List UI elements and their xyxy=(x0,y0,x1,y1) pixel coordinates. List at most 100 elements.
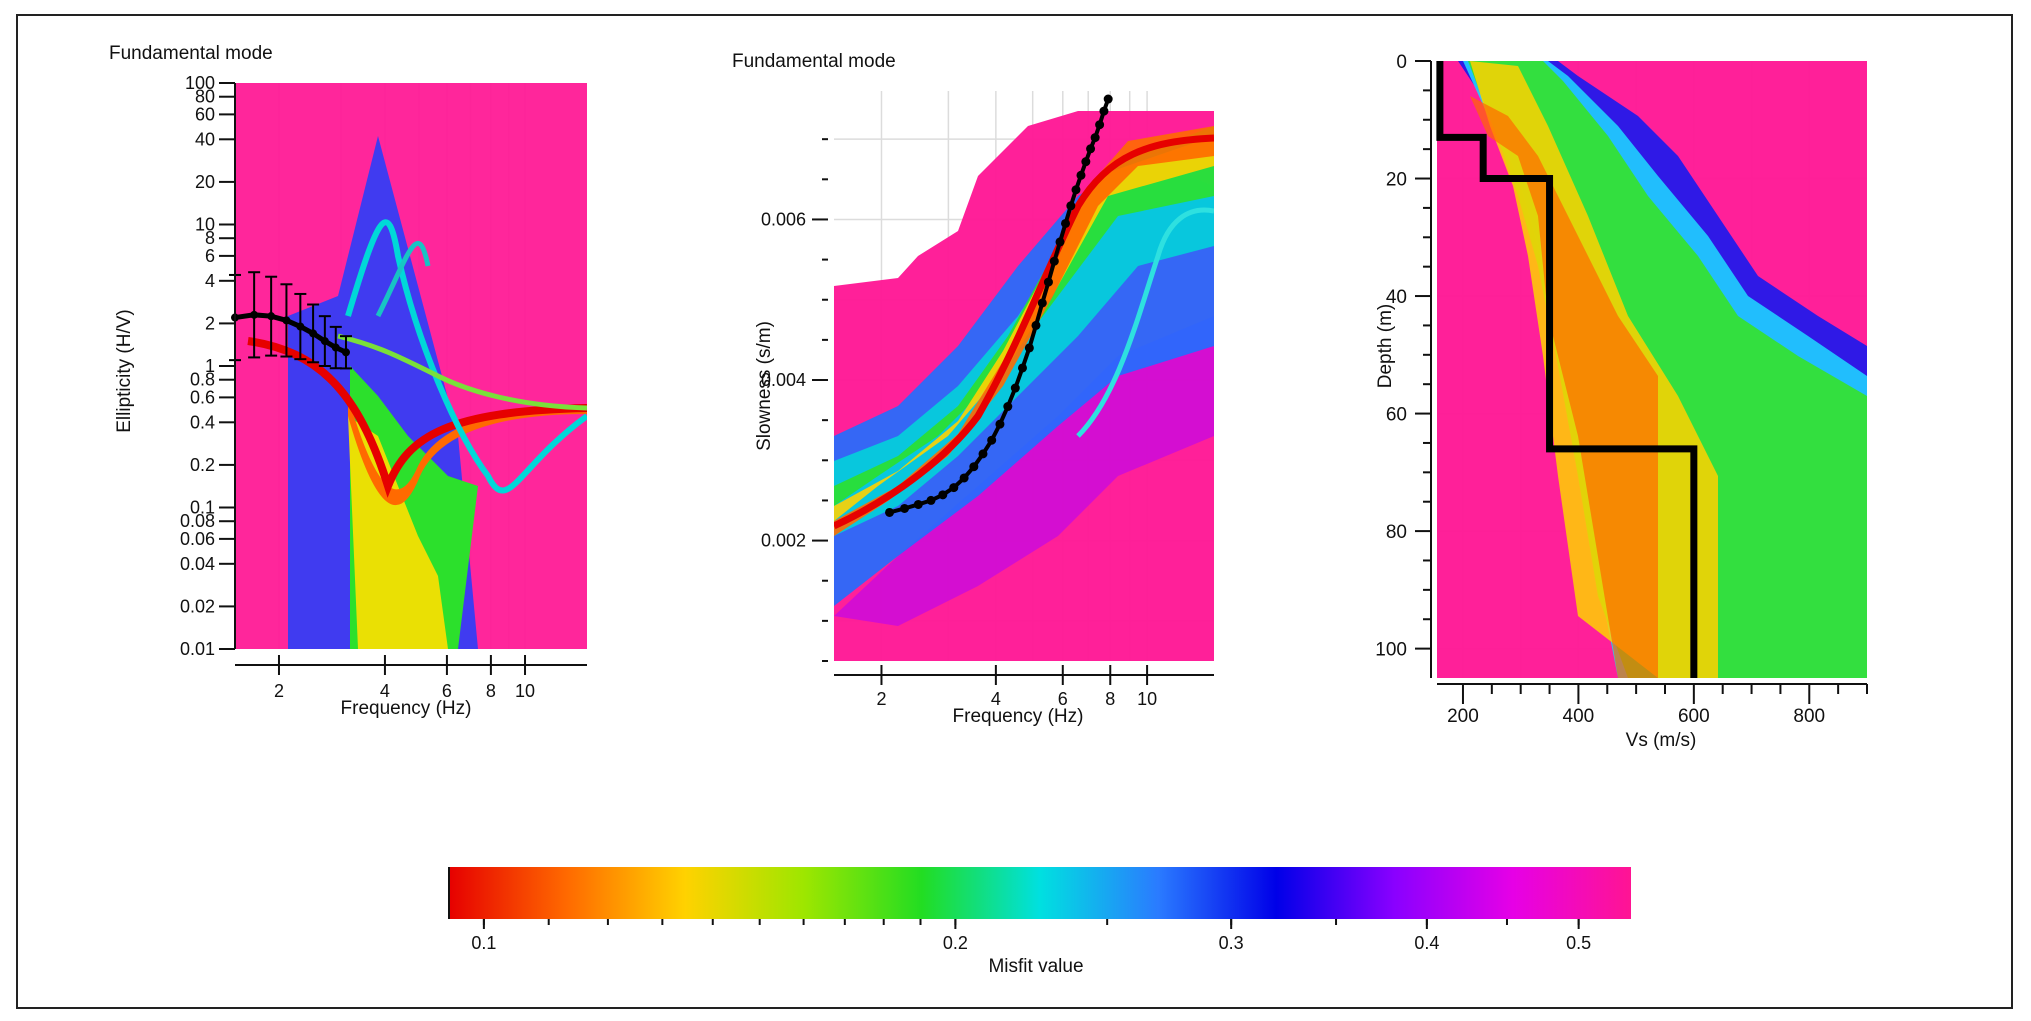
slowness-data-point xyxy=(987,435,997,445)
ellipticity-y-tick-label: 2 xyxy=(205,313,215,333)
vs-x-tick-label: 400 xyxy=(1563,706,1595,727)
slowness-data-point xyxy=(1010,383,1020,393)
slowness-data-point xyxy=(938,490,948,500)
vs-y-tick-label: 100 xyxy=(1375,640,1407,661)
slowness-data-point xyxy=(1037,298,1047,308)
slowness-data-point xyxy=(1024,343,1034,353)
ellipticity-y-tick-label: 100 xyxy=(185,73,215,93)
slowness-ylabel: Slowness (s/m) xyxy=(754,321,775,451)
ellipticity-y-tick-label: 10 xyxy=(195,215,215,235)
slowness-data-point xyxy=(885,507,895,517)
vs-xlabel: Vs (m/s) xyxy=(1626,730,1697,751)
cloud-orange xyxy=(1470,96,1658,678)
ellipticity-xlabel: Frequency (Hz) xyxy=(341,698,472,719)
slowness-data-point xyxy=(949,483,959,493)
colorbar-ticks: 0.1 0.2 0.3 0.4 0.5 xyxy=(471,919,1591,953)
slowness-data-point xyxy=(1086,144,1096,154)
slowness-y-ticks: 0.006 0.004 0.002 xyxy=(761,138,828,662)
ellipticity-x-tick-label: 2 xyxy=(274,681,284,701)
ellipticity-data-point xyxy=(296,322,305,331)
curve-cyan xyxy=(1076,207,1214,438)
vs-x-tick-label: 600 xyxy=(1678,706,1710,727)
curve-cyan xyxy=(345,219,587,494)
slowness-data-point xyxy=(1031,320,1041,330)
curve-green xyxy=(337,333,587,411)
slowness-x-tick-label: 10 xyxy=(1137,689,1157,709)
slowness-data-point xyxy=(1099,106,1109,116)
vs-y-tick-label: 80 xyxy=(1386,522,1407,543)
vs-best-profile xyxy=(1436,61,1698,678)
colorbar-tick-label: 0.4 xyxy=(1414,933,1439,953)
slowness-data-point xyxy=(1061,218,1071,228)
slowness-data-point xyxy=(1081,157,1091,167)
slowness-data-point xyxy=(1043,277,1053,287)
ellipticity-data-point xyxy=(282,316,291,325)
slowness-observed-series xyxy=(885,94,1113,517)
cloud-violet xyxy=(834,316,1214,626)
curve-red xyxy=(834,134,1214,530)
ellipticity-panel: Fundamental mode 1008060402010864210.80.… xyxy=(109,43,587,719)
ellipticity-y-tick-label: 1 xyxy=(205,356,215,376)
vs-x-tick-label: 800 xyxy=(1793,706,1825,727)
ellipticity-misfit-cloud xyxy=(235,83,587,649)
slowness-y-tick-label: 0.002 xyxy=(761,531,806,551)
ellipticity-y-tick-label: 0.8 xyxy=(190,370,215,390)
slowness-data-point xyxy=(978,449,988,459)
ellipticity-data-point xyxy=(309,329,318,338)
slowness-data-point xyxy=(1090,133,1100,143)
ellipticity-y-tick-label: 0.2 xyxy=(190,455,215,475)
ellipticity-y-tick-label: 60 xyxy=(195,104,215,124)
ellipticity-data-point xyxy=(250,310,259,319)
ellipticity-y-tick-label: 0.02 xyxy=(180,596,215,616)
ellipticity-x-tick-label: 4 xyxy=(380,681,390,701)
ellipticity-data-point xyxy=(341,348,350,357)
ellipticity-y-tick-label: 4 xyxy=(205,271,215,291)
ellipticity-x-tick-label: 10 xyxy=(515,681,535,701)
ellipticity-y-tick-label: 0.06 xyxy=(180,529,215,549)
ellipticity-y-tick-label: 6 xyxy=(205,246,215,266)
ellipticity-y-tick-label: 20 xyxy=(195,172,215,192)
ellipticity-x-tick-label: 6 xyxy=(442,681,452,701)
ellipticity-y-tick-label: 0.08 xyxy=(180,511,215,531)
ellipticity-data-point xyxy=(267,312,276,321)
colorbar-label: Misfit value xyxy=(988,956,1083,977)
slowness-data-point xyxy=(1017,363,1027,373)
slowness-data-point xyxy=(1055,237,1065,247)
slowness-data-point xyxy=(1071,185,1081,195)
slowness-data-point xyxy=(1049,256,1059,266)
figure-canvas: Fundamental mode 1008060402010864210.80.… xyxy=(109,43,1868,977)
ellipticity-title: Fundamental mode xyxy=(109,43,273,64)
misfit-colorbar: 0.1 0.2 0.3 0.4 0.5 Misfit value xyxy=(448,867,1631,977)
colorbar-tick-label: 0.5 xyxy=(1566,933,1591,953)
vs-y-ticks: 0 20 40 60 80 100 xyxy=(1375,52,1432,678)
slowness-misfit-cloud xyxy=(834,111,1214,661)
slowness-title: Fundamental mode xyxy=(732,51,896,72)
colorbar-tick-label: 0.2 xyxy=(943,933,968,953)
vs-profile-panel: 0 20 40 60 80 100 200 400 600 800 Vs (m/s) Depth… xyxy=(1375,52,1868,751)
colorbar-gradient xyxy=(449,867,1631,919)
ellipticity-data-point xyxy=(320,337,329,346)
figure-frame: Fundamental mode 100 80 60 40 20 10 8 6 4 2 1 0.8 0.… xyxy=(16,14,2013,1009)
ellipticity-y-tick-label: 40 xyxy=(195,129,215,149)
colorbar-tick-label: 0.3 xyxy=(1219,933,1244,953)
slowness-data-point xyxy=(969,462,979,472)
slowness-x-tick-label: 2 xyxy=(876,689,886,709)
ellipticity-ylabel: Ellipticity (H/V) xyxy=(114,309,135,433)
slowness-data-point xyxy=(900,503,910,513)
vs-y-tick-label: 0 xyxy=(1396,52,1407,73)
slowness-data-point xyxy=(1103,94,1113,104)
ellipticity-y-tick-label: 80 xyxy=(195,87,215,107)
ellipticity-x-ticks: 2 4 6 8 10 xyxy=(235,655,587,701)
slowness-data-point xyxy=(959,473,969,483)
ellipticity-y-tick-label: 0.4 xyxy=(190,412,215,432)
slowness-data-point xyxy=(913,499,923,509)
ellipticity-y-tick-label: 8 xyxy=(205,228,215,248)
ellipticity-observed-series xyxy=(229,271,352,370)
curve-teal xyxy=(375,240,431,318)
vs-x-tick-label: 200 xyxy=(1447,706,1479,727)
slowness-data-point xyxy=(1076,170,1086,180)
colorbar-tick-label: 0.1 xyxy=(471,933,496,953)
ellipticity-y-tick-label: 0.1 xyxy=(190,498,215,518)
vs-x-ticks: 200 400 600 800 xyxy=(1437,683,1868,727)
